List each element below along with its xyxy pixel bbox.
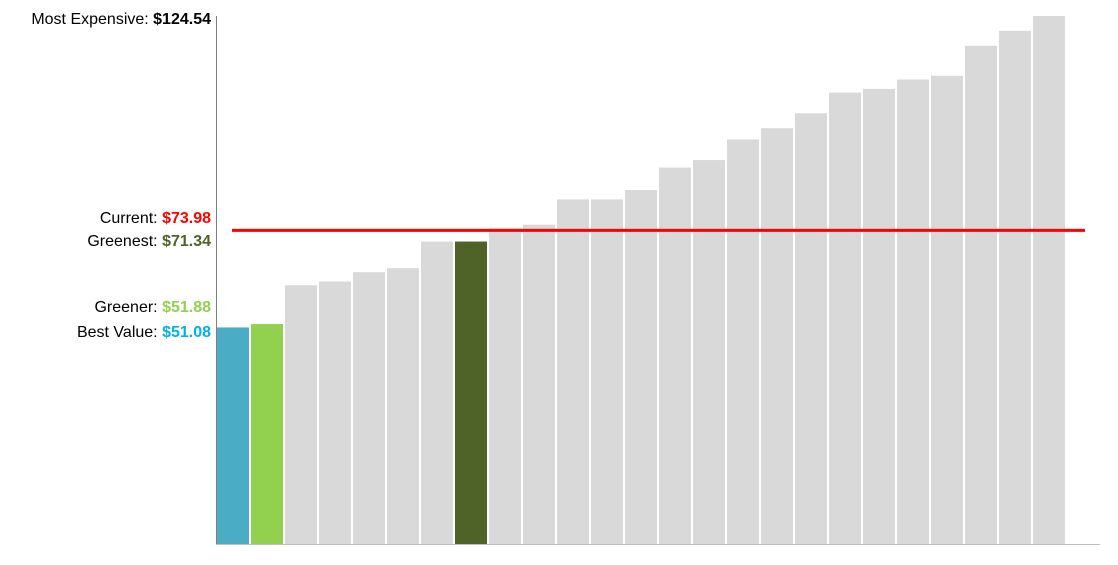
- bar-19: [829, 92, 861, 544]
- bar-11: [557, 199, 589, 545]
- bar-14: [659, 167, 691, 544]
- best-value-value: $51.08: [162, 324, 211, 341]
- greener-value: $51.88: [162, 299, 211, 316]
- current-value: $73.98: [162, 210, 211, 227]
- bar-24: [999, 30, 1031, 544]
- bar-12: [591, 199, 623, 545]
- bar-series: [217, 16, 1065, 545]
- greener-annotation: Greener: $51.88: [94, 299, 211, 316]
- greenest-annotation: Greenest: $71.34: [87, 233, 211, 250]
- most-expensive-value: $124.54: [153, 11, 211, 28]
- bar-18: [795, 113, 827, 544]
- best-value-annotation: Best Value: $51.08: [77, 324, 211, 341]
- bar-15: [693, 160, 725, 545]
- bar-1: [217, 327, 249, 544]
- most-expensive-label: Most Expensive:: [31, 11, 153, 28]
- current-annotation: Current: $73.98: [100, 210, 211, 227]
- bar-3: [285, 285, 317, 544]
- bar-5: [353, 272, 385, 544]
- best-value-label: Best Value:: [77, 324, 162, 341]
- bar-17: [761, 128, 793, 544]
- current-label: Current:: [100, 210, 162, 227]
- bar-25: [1033, 16, 1065, 544]
- bar-13: [625, 190, 657, 544]
- bar-22: [931, 75, 963, 544]
- bar-4: [319, 281, 351, 544]
- bar-9: [489, 228, 521, 544]
- greenest-value: $71.34: [162, 233, 211, 250]
- greener-label: Greener:: [94, 299, 162, 316]
- most-expensive-annotation: Most Expensive: $124.54: [31, 11, 211, 28]
- bar-8: [455, 241, 487, 544]
- bar-21: [897, 79, 929, 545]
- bar-10: [523, 224, 555, 544]
- bar-23: [965, 45, 997, 544]
- bar-16: [727, 139, 759, 544]
- greenest-label: Greenest:: [87, 233, 162, 250]
- bar-6: [387, 268, 419, 544]
- bar-7: [421, 241, 453, 544]
- bar-2: [251, 324, 283, 544]
- bar-20: [863, 88, 895, 544]
